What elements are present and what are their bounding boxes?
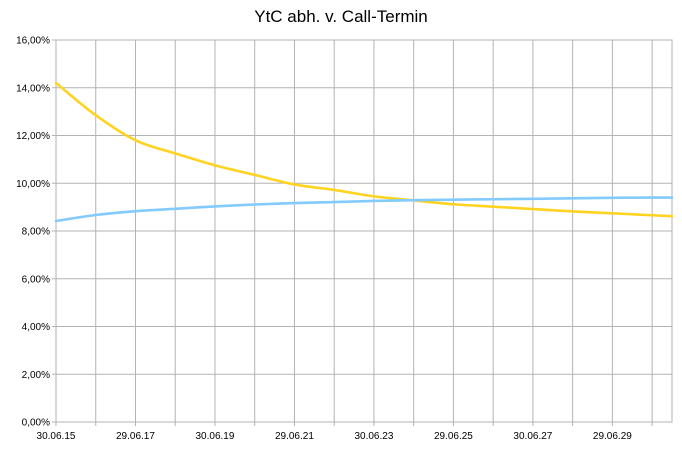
y-tick-label: 2,00% — [22, 370, 50, 381]
chart-title: YtC abh. v. Call-Termin — [254, 7, 428, 26]
y-tick-label: 6,00% — [22, 274, 50, 285]
x-tick-label: 29.06.21 — [275, 431, 314, 442]
x-tick-label: 29.06.25 — [434, 431, 473, 442]
series-line-1 — [54, 81, 674, 218]
y-tick-label: 4,00% — [22, 322, 50, 333]
x-tick-label: 30.06.19 — [195, 431, 234, 442]
plot-area-border — [55, 39, 673, 423]
series-line-2 — [54, 196, 674, 223]
y-tick-label: 0,00% — [22, 418, 50, 429]
y-tick-label: 16,00% — [16, 36, 50, 47]
y-tick-label: 14,00% — [16, 83, 50, 94]
axes: 0,00% 2,00% 4,00% 6,00% 8,00% 10,00% 12,00% 14,… — [16, 36, 673, 442]
x-tick-label: 29.06.17 — [116, 431, 155, 442]
y-tick-label: 10,00% — [16, 179, 50, 190]
x-tick-label: 30.06.15 — [37, 431, 76, 442]
x-tick-label: 29.06.29 — [593, 431, 632, 442]
series-layer — [54, 81, 674, 223]
y-tick-label: 12,00% — [16, 131, 50, 142]
grid — [56, 39, 672, 423]
x-tick-label: 30.06.23 — [354, 431, 393, 442]
x-tick-label: 30.06.27 — [513, 431, 552, 442]
y-tick-label: 8,00% — [22, 227, 50, 238]
